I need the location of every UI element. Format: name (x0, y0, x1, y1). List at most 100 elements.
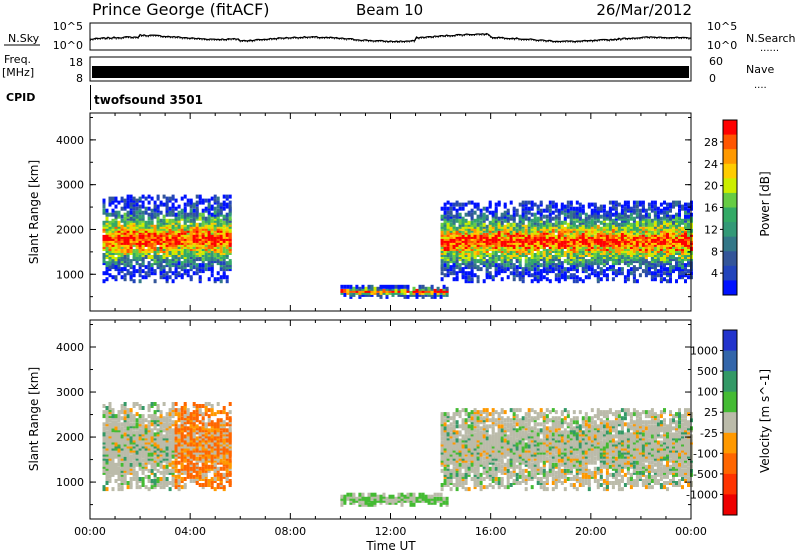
echo-cell (489, 211, 492, 215)
echo-cell (187, 225, 190, 229)
echo-cell (459, 203, 462, 207)
echo-cell (642, 215, 645, 219)
echo-cell (600, 277, 603, 281)
echo-cell (205, 432, 208, 436)
echo-cell (187, 269, 190, 273)
echo-cell (663, 263, 666, 267)
echo-cell (471, 209, 474, 213)
echo-cell (546, 215, 549, 219)
echo-cell (169, 441, 172, 445)
echo-cell (343, 293, 346, 297)
echo-cell (678, 213, 681, 217)
echo-cell (525, 271, 528, 275)
echo-cell (223, 467, 226, 471)
echo-cell (352, 293, 355, 297)
echo-cell (383, 285, 386, 289)
echo-cell (214, 477, 217, 481)
echo-cell (573, 261, 576, 265)
echo-cell (522, 267, 525, 271)
echo-cell (666, 267, 669, 271)
echo-cell (220, 279, 223, 283)
echo-cell (447, 211, 450, 215)
echo-cell (651, 209, 654, 213)
echo-cell (501, 247, 504, 251)
echo-cell (142, 275, 145, 279)
echo-cell (226, 412, 229, 416)
echo-cell (106, 217, 109, 221)
echo-cell (154, 279, 157, 283)
echo-cell (181, 249, 184, 253)
echo-cell (229, 479, 232, 483)
echo-cell (130, 481, 133, 485)
echo-cell (142, 195, 145, 199)
echo-cell (346, 285, 349, 289)
echo-cell (142, 223, 145, 227)
echo-cell (196, 457, 199, 461)
echo-cell (190, 412, 193, 416)
echo-cell (606, 223, 609, 227)
echo-cell (142, 414, 145, 418)
echo-cell (504, 225, 507, 229)
echo-cell (208, 267, 211, 271)
echo-cell (510, 223, 513, 227)
echo-cell (184, 195, 187, 199)
echo-cell (543, 253, 546, 257)
echo-cell (205, 473, 208, 477)
echo-cell (386, 285, 389, 289)
echo-cell (199, 483, 202, 487)
echo-cell (486, 259, 489, 263)
echo-cell (154, 201, 157, 205)
echo-cell (419, 285, 422, 289)
nave-label: Nave (746, 63, 774, 76)
echo-cell (112, 263, 115, 267)
echo-cell (663, 267, 666, 271)
echo-cell (591, 209, 594, 213)
echo-cell (570, 267, 573, 271)
echo-cell (151, 221, 154, 225)
echo-cell (145, 197, 148, 201)
echo-cell (657, 211, 660, 215)
echo-cell (612, 249, 615, 253)
echo-cell (193, 479, 196, 483)
echo-cell (196, 263, 199, 267)
echo-cell (498, 255, 501, 259)
echo-cell (154, 473, 157, 477)
echo-cell (618, 203, 621, 207)
echo-cell (139, 414, 142, 418)
echo-cell (468, 271, 471, 275)
echo-cell (567, 209, 570, 213)
echo-cell (106, 209, 109, 213)
echo-cell (211, 465, 214, 469)
echo-cell (196, 453, 199, 457)
echo-cell (663, 255, 666, 259)
echo-cell (103, 426, 106, 430)
echo-cell (615, 269, 618, 273)
echo-cell (130, 408, 133, 412)
echo-cell (537, 223, 540, 227)
echo-cell (205, 422, 208, 426)
echo-cell (440, 295, 443, 299)
echo-cell (513, 207, 516, 211)
echo-cell (178, 271, 181, 275)
echo-cell (151, 414, 154, 418)
echo-cell (178, 217, 181, 221)
echo-cell (489, 271, 492, 275)
echo-cell (103, 485, 106, 489)
echo-cell (663, 201, 666, 205)
echo-cell (208, 479, 211, 483)
echo-cell (441, 223, 444, 227)
echo-cell (465, 213, 468, 217)
echo-cell (226, 251, 229, 255)
echo-cell (217, 467, 220, 471)
echo-cell (103, 410, 106, 414)
echo-cell (226, 227, 229, 231)
echo-cell (136, 199, 139, 203)
echo-cell (395, 285, 398, 289)
echo-cell (642, 223, 645, 227)
echo-cell (615, 221, 618, 225)
echo-cell (627, 263, 630, 267)
echo-cell (666, 207, 669, 211)
echo-cell (564, 271, 567, 275)
echo-cell (130, 203, 133, 207)
echo-cell (450, 257, 453, 261)
